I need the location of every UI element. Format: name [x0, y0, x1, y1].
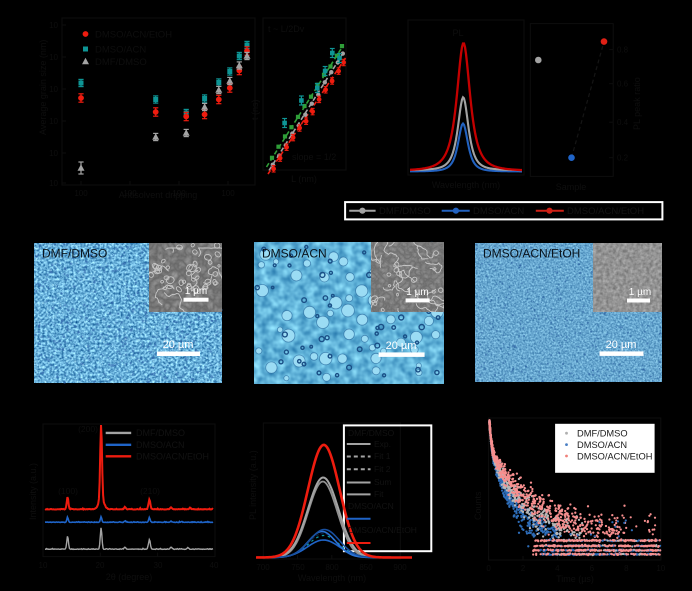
svg-text:750: 750	[291, 563, 305, 572]
svg-text:DMSO/ACN/EtOH: DMSO/ACN/EtOH	[577, 451, 652, 461]
svg-text:2θ (degree): 2θ (degree)	[106, 572, 153, 582]
svg-text:t ~ L/2Dv: t ~ L/2Dv	[268, 24, 305, 34]
svg-text:PL peak ratio: PL peak ratio	[632, 77, 642, 130]
svg-text:t (ns): t (ns)	[250, 99, 260, 120]
svg-text:DMF/DMSO: DMF/DMSO	[577, 429, 628, 439]
svg-text:DMF/DMSO: DMF/DMSO	[95, 57, 147, 68]
svg-text:1 µm: 1 µm	[185, 286, 207, 297]
svg-text:DMF/DMSO: DMF/DMSO	[348, 428, 395, 438]
svg-text:20 µm: 20 µm	[606, 339, 637, 351]
svg-text:Wavelength (nm): Wavelength (nm)	[298, 573, 366, 583]
svg-text:0.8: 0.8	[617, 46, 629, 55]
svg-text:(210): (210)	[140, 486, 160, 496]
svg-text:8: 8	[624, 564, 629, 573]
svg-text:0.4: 0.4	[617, 118, 629, 127]
svg-text:900: 900	[393, 563, 407, 572]
svg-text:Antisolvent dripping: Antisolvent dripping	[119, 190, 198, 200]
svg-text:10: 10	[49, 179, 58, 188]
svg-text:0.2: 0.2	[617, 154, 629, 163]
svg-text:40: 40	[210, 561, 219, 570]
svg-text:DMSO/ACN/EtOH: DMSO/ACN/EtOH	[95, 30, 172, 41]
svg-text:20 µm: 20 µm	[163, 339, 194, 351]
svg-text:Intensity (a.u.): Intensity (a.u.)	[28, 463, 38, 520]
svg-text:0.6: 0.6	[617, 80, 629, 89]
svg-text:10: 10	[39, 561, 48, 570]
svg-text:(100): (100)	[58, 486, 78, 496]
svg-text:10: 10	[49, 21, 58, 30]
svg-text:10: 10	[49, 149, 58, 158]
svg-text:Sample: Sample	[556, 182, 587, 192]
svg-text:2: 2	[521, 564, 526, 573]
svg-text:DMSO/ACN: DMSO/ACN	[136, 440, 185, 450]
svg-text:DMSO/ACN: DMSO/ACN	[262, 247, 327, 261]
svg-text:4: 4	[555, 564, 560, 573]
svg-text:0: 0	[486, 564, 491, 573]
svg-text:Wavelength (nm): Wavelength (nm)	[432, 180, 500, 190]
svg-text:Counts: Counts	[473, 491, 483, 520]
svg-text:100: 100	[74, 189, 88, 198]
svg-text:DMSO/ACN/EtOH: DMSO/ACN/EtOH	[483, 247, 580, 261]
svg-text:DMF/DMSO: DMF/DMSO	[42, 247, 107, 261]
svg-text:30: 30	[154, 561, 163, 570]
svg-text:PL intensity (a.u.): PL intensity (a.u.)	[248, 450, 258, 520]
svg-text:DMSO/ACN/EtOH: DMSO/ACN/EtOH	[136, 452, 209, 462]
svg-text:(200): (200)	[78, 424, 98, 434]
svg-text:L (nm): L (nm)	[291, 174, 317, 184]
svg-text:Average grain size (nm): Average grain size (nm)	[38, 40, 48, 135]
svg-text:Sum: Sum	[374, 477, 391, 487]
svg-text:DMSO/ACN: DMSO/ACN	[577, 440, 627, 450]
svg-text:Fit: Fit	[374, 489, 384, 499]
svg-text:20: 20	[96, 561, 105, 570]
svg-text:700: 700	[256, 563, 270, 572]
svg-text:DMSO/ACN: DMSO/ACN	[95, 45, 146, 56]
svg-text:100: 100	[123, 189, 137, 198]
svg-text:10: 10	[49, 85, 58, 94]
svg-text:1 µm: 1 µm	[406, 287, 428, 298]
svg-text:Fit 1: Fit 1	[374, 451, 391, 461]
svg-text:slope = 1/2: slope = 1/2	[292, 152, 336, 162]
svg-text:1 µm: 1 µm	[629, 287, 651, 298]
svg-text:Fit 2: Fit 2	[374, 464, 391, 474]
svg-text:10: 10	[49, 53, 58, 62]
svg-text:Time (µs): Time (µs)	[556, 574, 594, 584]
svg-text:DMF/DMSO: DMF/DMSO	[136, 428, 185, 438]
svg-text:DMSO/ACN: DMSO/ACN	[348, 501, 394, 511]
svg-text:10: 10	[49, 117, 58, 126]
svg-text:PL: PL	[452, 28, 463, 38]
svg-text:6: 6	[590, 564, 595, 573]
svg-text:DMSO/ACN/EtOH: DMSO/ACN/EtOH	[567, 206, 644, 217]
svg-text:DMSO/ACN: DMSO/ACN	[473, 206, 524, 217]
svg-text:100: 100	[221, 189, 235, 198]
svg-text:100: 100	[172, 189, 186, 198]
svg-text:800: 800	[325, 563, 339, 572]
svg-text:DMSO/ACN/EtOH: DMSO/ACN/EtOH	[348, 525, 417, 535]
svg-text:850: 850	[359, 563, 373, 572]
svg-text:10: 10	[656, 564, 665, 573]
svg-text:20 µm: 20 µm	[386, 340, 417, 352]
svg-text:DMF/DMSO: DMF/DMSO	[379, 206, 431, 217]
svg-text:Exp.: Exp.	[374, 439, 391, 449]
